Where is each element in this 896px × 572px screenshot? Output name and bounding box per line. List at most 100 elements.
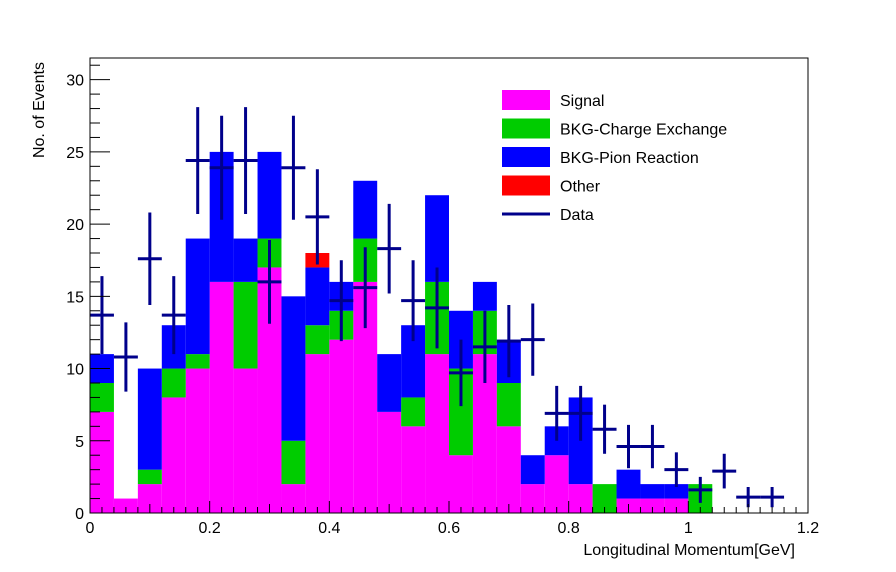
data-point-26 xyxy=(712,453,737,489)
bar-bkg-pion-reaction-16 xyxy=(472,281,497,311)
data-point-20 xyxy=(568,385,593,441)
data-point-25 xyxy=(688,476,713,503)
x-tick-label-4: 0.8 xyxy=(558,520,580,537)
y-tick-label-0: 0 xyxy=(75,506,84,523)
y-tick-label-6: 30 xyxy=(66,73,84,90)
bar-bkg-charge-exchange-21 xyxy=(592,484,617,513)
x-axis-title: Longitudinal Momentum[GeV] xyxy=(583,542,795,559)
bar-signal-6 xyxy=(233,368,258,513)
data-point-9 xyxy=(305,169,330,265)
bar-bkg-charge-exchange-4 xyxy=(185,354,210,369)
data-point-27 xyxy=(736,487,761,508)
bar-bkg-charge-exchange-8 xyxy=(281,440,306,485)
x-tick-label-2: 0.4 xyxy=(318,520,340,537)
bar-bkg-pion-reaction-4 xyxy=(185,238,210,355)
data-point-22 xyxy=(616,424,641,469)
data-point-12 xyxy=(377,203,402,294)
x-tick-label-0: 0 xyxy=(86,520,95,537)
data-point-7 xyxy=(257,240,282,324)
axes-layer: 0 0.2 0.4 0.6 0.8 1 1.2 0 5 10 15 20 25 30 xyxy=(66,64,819,537)
bar-signal-4 xyxy=(185,368,210,513)
y-tick-label-1: 5 xyxy=(75,434,84,451)
bar-bkg-pion-reaction-9 xyxy=(305,267,330,326)
bar-bkg-pion-reaction-18 xyxy=(520,455,545,485)
data-point-11 xyxy=(353,247,378,329)
bar-signal-11 xyxy=(353,281,378,513)
data-points-layer xyxy=(90,107,785,508)
x-tick-label-3: 0.6 xyxy=(438,520,460,537)
legend-label-bkg-pion-reaction: BKG-Pion Reaction xyxy=(560,150,699,167)
data-point-21 xyxy=(592,404,617,454)
data-point-0 xyxy=(90,276,114,355)
stacked-bars-layer xyxy=(90,151,713,513)
bar-bkg-pion-reaction-22 xyxy=(616,469,641,499)
bar-signal-16 xyxy=(472,354,497,513)
bar-bkg-pion-reaction-2 xyxy=(137,368,162,470)
bar-bkg-pion-reaction-24 xyxy=(664,484,689,499)
legend-label-signal: Signal xyxy=(560,93,604,110)
bar-signal-15 xyxy=(449,455,473,513)
bar-bkg-pion-reaction-14 xyxy=(425,195,449,282)
bar-bkg-charge-exchange-13 xyxy=(401,397,426,427)
bar-signal-24 xyxy=(664,498,689,513)
bar-signal-19 xyxy=(544,455,569,513)
x-tick-label-1: 0.2 xyxy=(199,520,221,537)
data-point-18 xyxy=(520,303,545,376)
bar-signal-18 xyxy=(520,484,545,513)
legend-swatch-bkg-pion-reaction xyxy=(502,147,550,167)
bar-bkg-charge-exchange-3 xyxy=(161,368,186,398)
bar-signal-23 xyxy=(640,498,665,513)
bar-bkg-pion-reaction-7 xyxy=(257,151,282,239)
legend-label-data: Data xyxy=(560,207,594,224)
bar-signal-14 xyxy=(425,354,449,513)
bar-bkg-pion-reaction-12 xyxy=(377,354,402,412)
data-point-4 xyxy=(185,107,210,214)
data-point-14 xyxy=(425,267,449,349)
legend-label-other: Other xyxy=(560,179,601,196)
bar-signal-17 xyxy=(496,426,521,513)
bar-signal-1 xyxy=(113,498,138,513)
y-tick-label-3: 15 xyxy=(66,289,84,306)
data-point-28 xyxy=(760,487,785,508)
bar-bkg-charge-exchange-17 xyxy=(496,383,521,427)
x-tick-label-6: 1.2 xyxy=(797,520,819,537)
bar-bkg-charge-exchange-15 xyxy=(449,368,473,456)
bar-bkg-pion-reaction-11 xyxy=(353,180,378,239)
data-point-3 xyxy=(161,276,186,355)
bar-signal-3 xyxy=(161,397,186,513)
bar-bkg-pion-reaction-8 xyxy=(281,296,306,441)
bar-signal-2 xyxy=(137,484,162,513)
data-point-8 xyxy=(281,115,306,220)
legend-swatch-bkg-charge-exchange xyxy=(502,118,550,139)
bar-bkg-pion-reaction-13 xyxy=(401,325,426,398)
bar-signal-0 xyxy=(90,411,114,513)
data-point-10 xyxy=(329,260,354,342)
bar-bkg-charge-exchange-9 xyxy=(305,325,330,355)
bar-bkg-charge-exchange-2 xyxy=(137,469,162,485)
bar-signal-12 xyxy=(377,411,402,513)
data-point-24 xyxy=(664,452,689,487)
y-tick-label-4: 20 xyxy=(66,217,84,234)
data-point-23 xyxy=(640,424,665,469)
y-axis-title: No. of Events xyxy=(31,62,48,158)
bar-signal-7 xyxy=(257,267,282,513)
data-point-6 xyxy=(233,107,258,214)
data-point-15 xyxy=(449,339,473,407)
bar-bkg-charge-exchange-6 xyxy=(233,281,258,369)
bar-signal-9 xyxy=(305,354,330,513)
x-tick-label-5: 1 xyxy=(684,520,693,537)
bar-signal-13 xyxy=(401,426,426,513)
data-point-2 xyxy=(137,212,162,305)
legend: Signal BKG-Charge Exchange BKG-Pion Reacti… xyxy=(502,90,727,224)
bar-bkg-pion-reaction-23 xyxy=(640,484,665,499)
data-point-1 xyxy=(113,322,138,392)
legend-label-bkg-charge-exchange: BKG-Charge Exchange xyxy=(560,122,727,139)
legend-swatch-other xyxy=(502,175,550,196)
legend-swatch-signal xyxy=(502,90,550,110)
y-tick-label-5: 25 xyxy=(66,145,84,162)
data-point-16 xyxy=(472,310,497,383)
bar-bkg-charge-exchange-0 xyxy=(90,383,114,412)
data-point-5 xyxy=(209,115,234,220)
